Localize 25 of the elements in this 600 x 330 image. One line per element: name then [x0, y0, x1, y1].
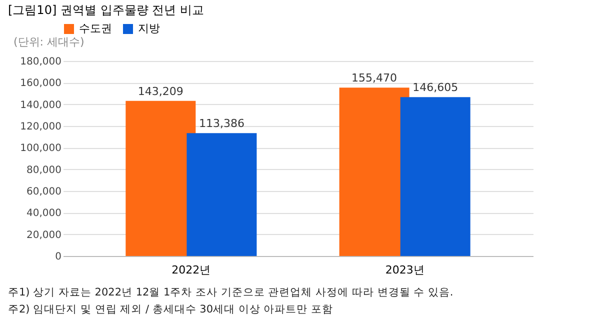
data-label: 146,605 — [412, 81, 458, 94]
y-tick-label: 80,000 — [26, 164, 62, 176]
legend-label: 지방 — [138, 22, 160, 35]
y-tick-label: 140,000 — [20, 100, 62, 111]
y-tick-label: 60,000 — [26, 186, 62, 198]
data-label: 143,209 — [138, 84, 184, 98]
y-tick-label: 120,000 — [20, 122, 62, 132]
y-axis-title: (단위: 세대수) — [14, 36, 84, 48]
y-tick-label: 100,000 — [20, 143, 62, 154]
legend-label: 수도권 — [79, 22, 112, 35]
y-tick-label: 0 — [55, 252, 62, 262]
y-tick-label: 20,000 — [26, 230, 62, 241]
x-tick-label: 2022년 — [172, 264, 211, 276]
data-label: 155,470 — [352, 72, 398, 85]
chart-title: [그림10] 권역별 입주물량 전년 비교 — [8, 3, 204, 17]
y-tick-label: 160,000 — [20, 78, 62, 90]
text: 주1) 상기 자료는 2022년 12월 1주차 조사 기준으로 관련업체 사정에 따라 변경될 수 있음. — [8, 286, 454, 298]
y-tick-label: 40,000 — [26, 208, 62, 220]
data-label: 113,386 — [198, 117, 244, 130]
bar — [400, 97, 470, 256]
x-tick-label: 2023년 — [385, 264, 424, 276]
y-tick-label: 180,000 — [20, 56, 62, 68]
text: 주2) 임대단지 및 연립 제외 / 총세대수 30세대 이상 아파트만 포함 — [8, 304, 334, 316]
bar — [126, 100, 196, 256]
bar — [186, 133, 257, 256]
